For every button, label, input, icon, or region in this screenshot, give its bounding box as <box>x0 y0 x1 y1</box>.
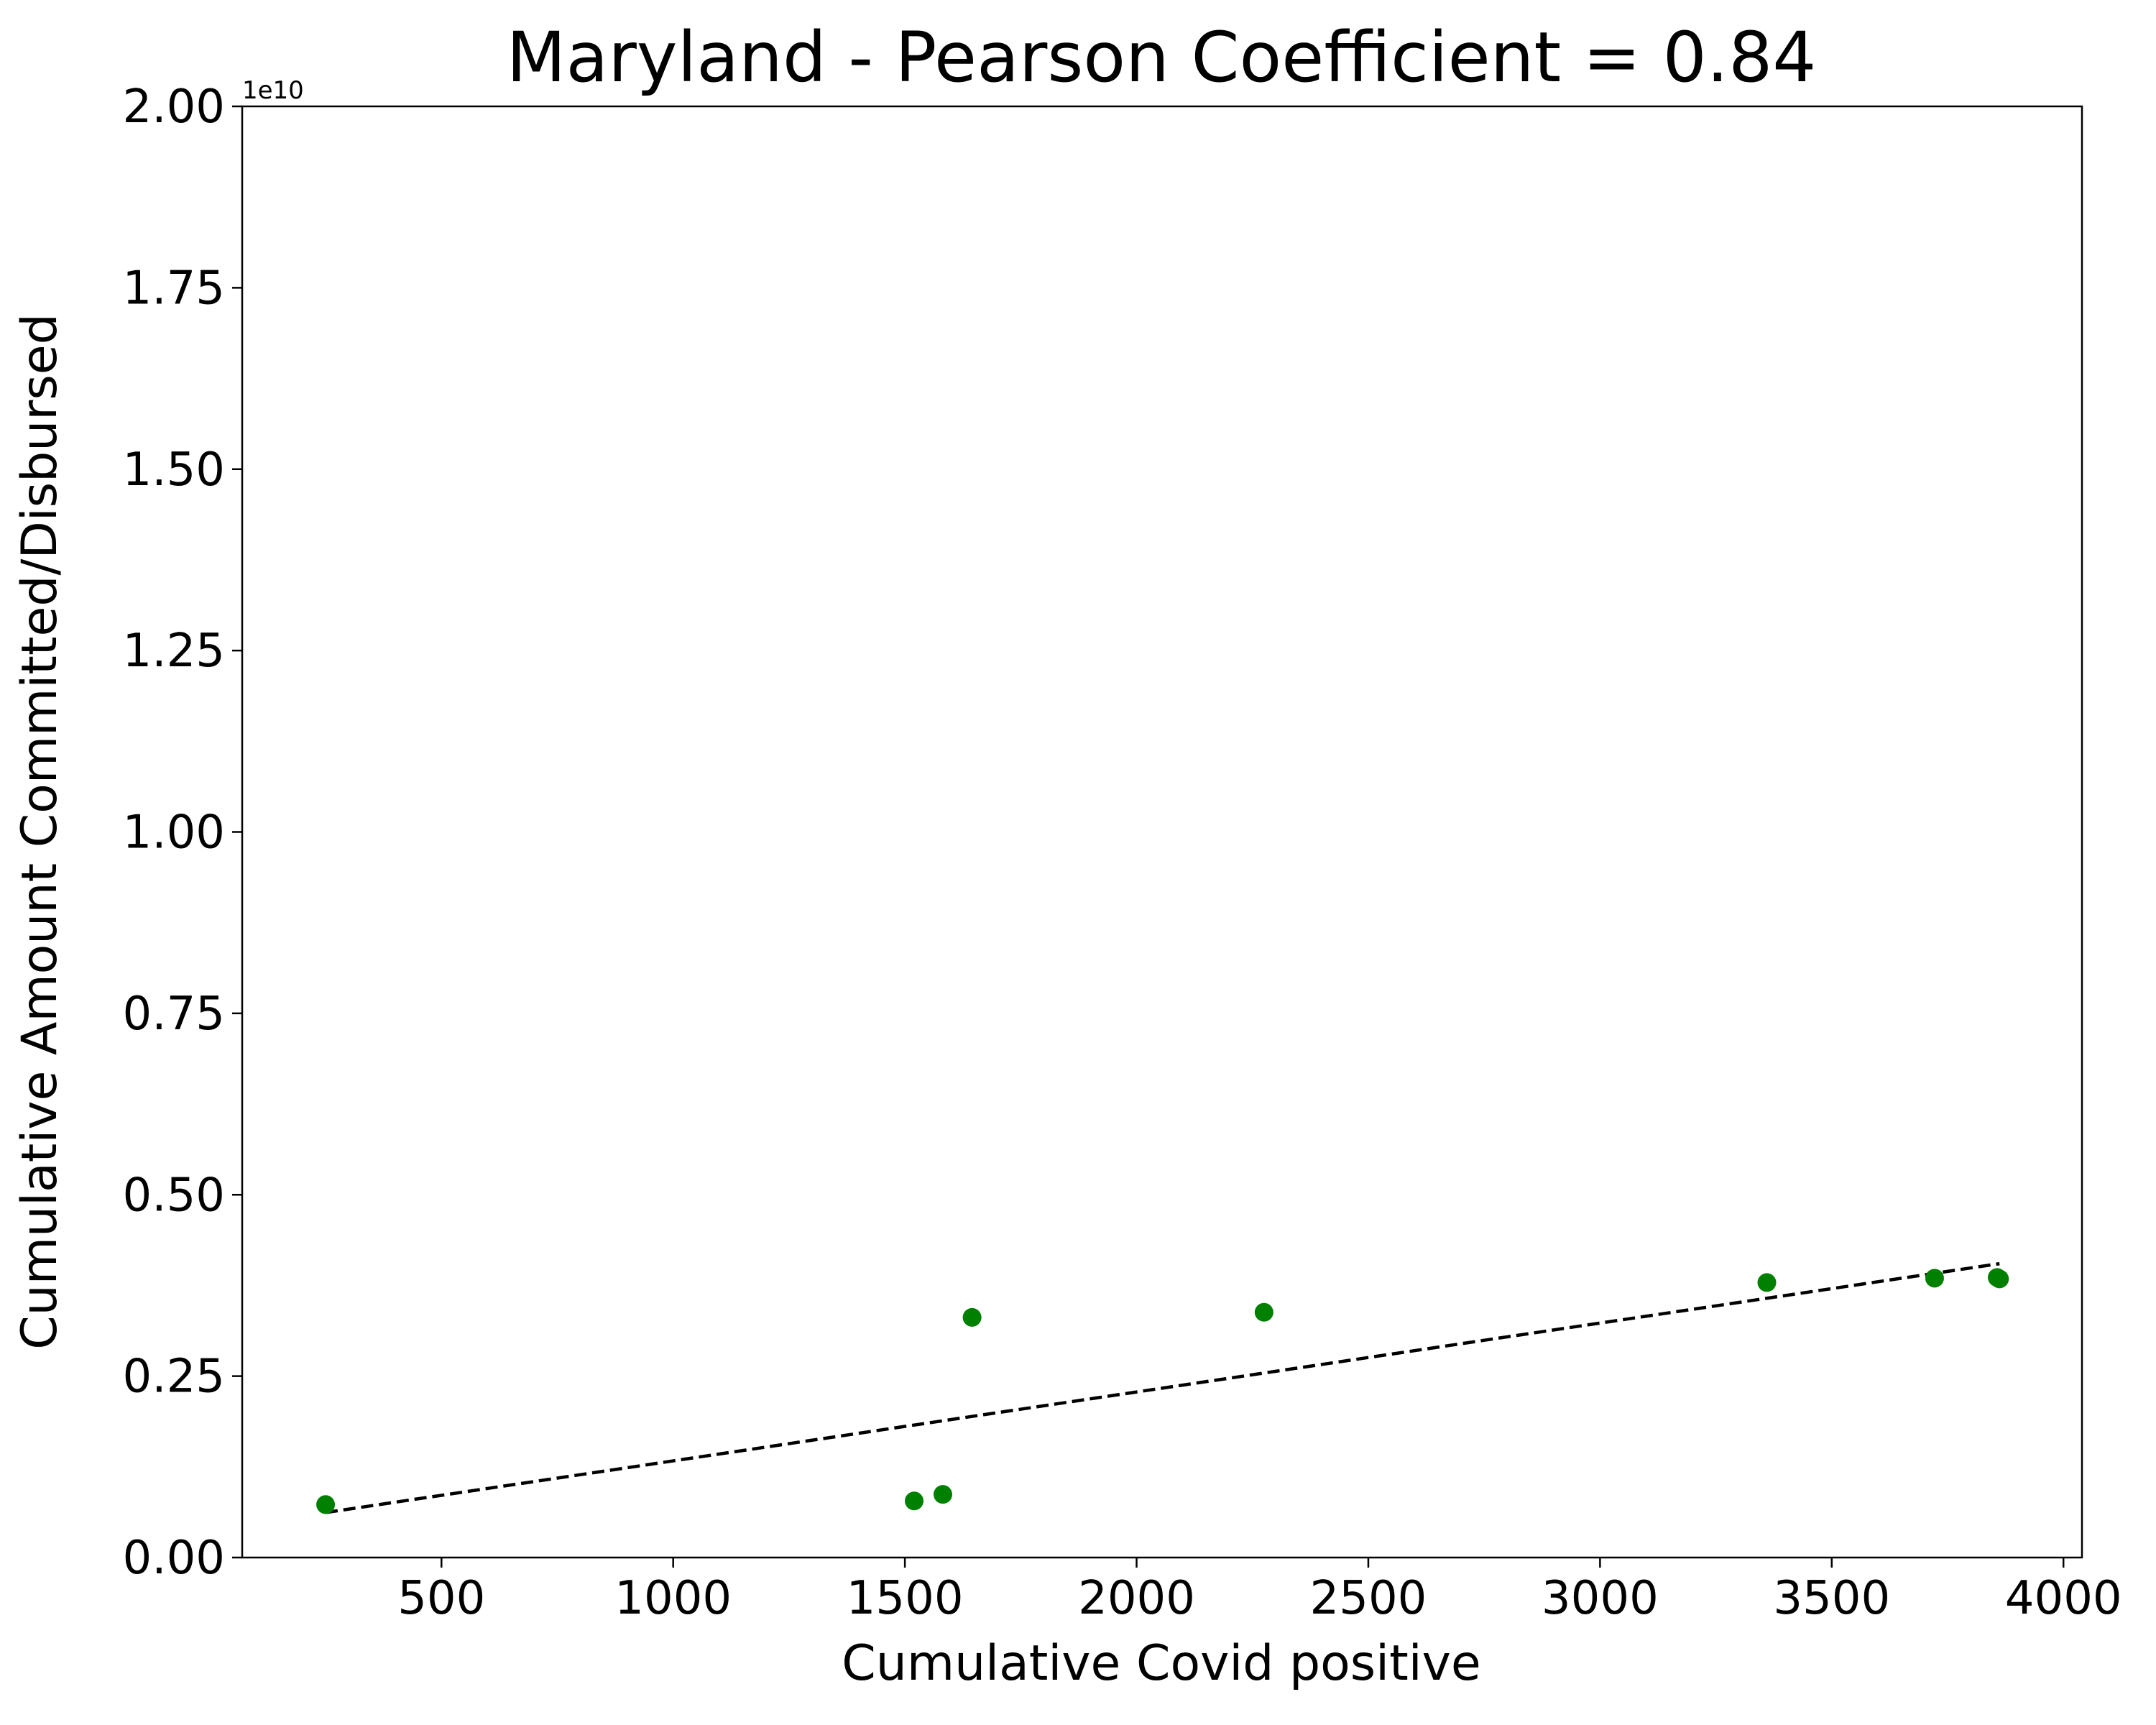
data-point <box>1254 1302 1273 1322</box>
y-axis-offset-label: 1e10 <box>242 76 304 105</box>
y-tick-label: 0.50 <box>123 1169 226 1222</box>
y-tick-label: 0.00 <box>123 1532 226 1585</box>
y-tick-label: 0.75 <box>123 988 226 1041</box>
chart-title: Maryland - Pearson Coefficient = 0.84 <box>507 17 1817 98</box>
x-axis-label: Cumulative Covid positive <box>842 1635 1480 1692</box>
x-tick-label: 4000 <box>2005 1572 2122 1625</box>
data-point <box>1757 1273 1777 1292</box>
y-tick-label: 2.00 <box>123 80 226 134</box>
x-axis: 500 1000 1500 2000 2500 3000 3500 4000 <box>397 1558 2122 1625</box>
x-tick-label: 3500 <box>1773 1572 1890 1625</box>
y-tick-label: 1.50 <box>123 443 226 497</box>
y-axis-label: Cumulative Amount Committed/Disbursed <box>11 313 68 1350</box>
data-point <box>905 1491 924 1511</box>
x-tick-label: 1000 <box>614 1572 732 1625</box>
x-tick-label: 3000 <box>1542 1572 1659 1625</box>
data-point <box>962 1307 982 1327</box>
x-tick-label: 1500 <box>847 1572 964 1625</box>
y-tick-label: 0.25 <box>123 1351 226 1404</box>
y-axis: 0.00 0.25 0.50 0.75 1.00 1.25 1.50 1.75 2.00 <box>123 80 242 1585</box>
data-point <box>933 1485 952 1504</box>
y-tick-label: 1.75 <box>123 262 226 315</box>
data-point <box>1925 1269 1944 1288</box>
trend-line <box>325 1261 2000 1514</box>
x-tick-label: 500 <box>397 1572 485 1625</box>
y-tick-label: 1.00 <box>123 806 226 860</box>
y-tick-label: 1.25 <box>123 625 226 678</box>
x-tick-label: 2500 <box>1310 1572 1427 1625</box>
data-point <box>316 1495 336 1514</box>
x-tick-label: 2000 <box>1078 1572 1195 1625</box>
data-point <box>1990 1269 2009 1289</box>
